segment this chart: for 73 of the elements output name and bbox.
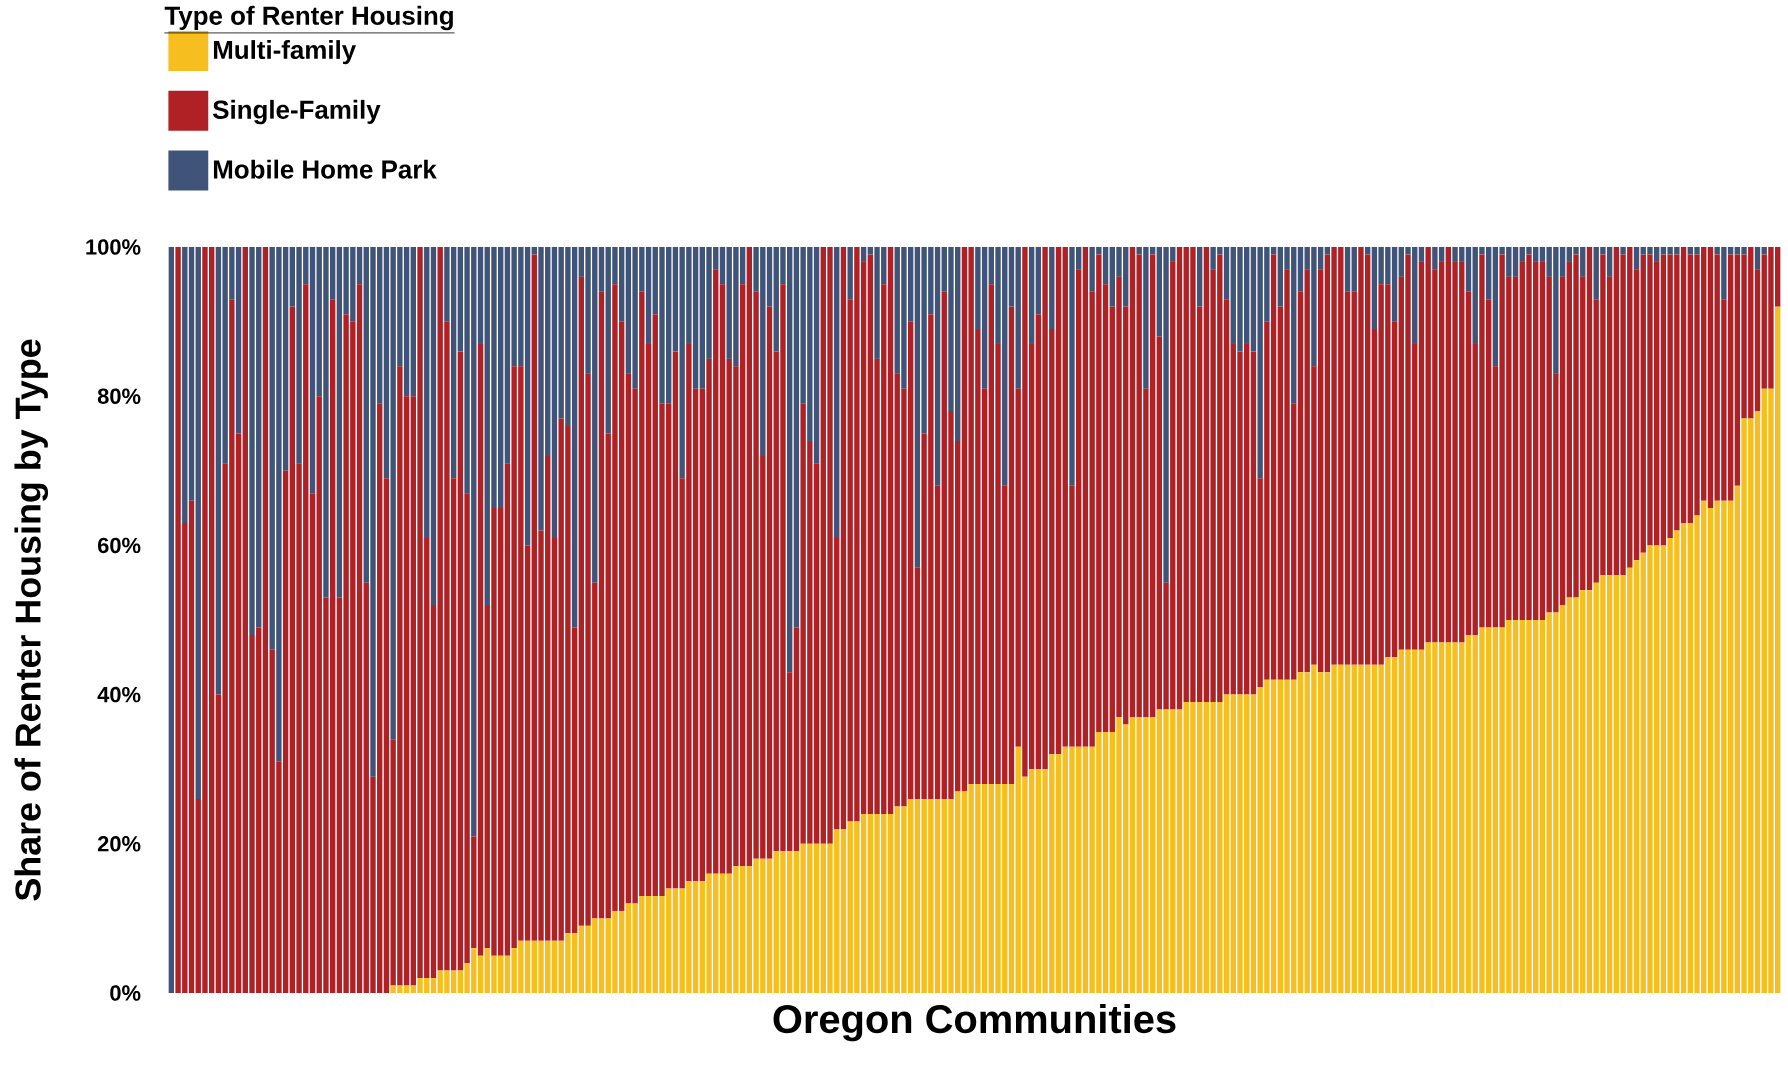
bar (1176, 246, 1183, 710)
y-tick-label: 40% (97, 686, 141, 703)
legend-label: Multi-family (213, 40, 357, 65)
bar (1196, 246, 1203, 307)
bar (766, 858, 773, 993)
bar (309, 493, 316, 993)
bar (1586, 246, 1593, 591)
bar (477, 246, 484, 344)
bar (1418, 246, 1425, 262)
bar (188, 500, 195, 993)
legend-title: Type of Renter Housing (164, 5, 453, 31)
bar (887, 246, 894, 814)
bar (860, 246, 867, 262)
bar (410, 246, 416, 397)
bar (1028, 246, 1035, 344)
y-tick-label: 0% (110, 985, 141, 1001)
bar (430, 978, 437, 993)
bar (1754, 269, 1761, 412)
bar (1297, 291, 1304, 673)
bar (309, 246, 316, 494)
bar (1465, 246, 1472, 292)
bar (719, 284, 726, 874)
bar (1633, 560, 1640, 993)
bar (1176, 709, 1183, 993)
bar (1297, 672, 1304, 993)
bar (1465, 291, 1472, 635)
bar (424, 246, 430, 538)
bar (1344, 291, 1351, 665)
bar (188, 246, 195, 501)
bar (766, 306, 773, 859)
bar (1620, 246, 1626, 255)
bar (1049, 246, 1055, 330)
bar (719, 246, 726, 285)
y-tick-label: 20% (97, 836, 141, 852)
bar (430, 246, 437, 606)
legend-label: Single-Family (212, 99, 381, 125)
bar (195, 246, 201, 800)
y-tick-label: 60% (97, 537, 141, 554)
bar (430, 605, 437, 979)
y-tick-label: 100% (86, 239, 141, 255)
bar (1344, 664, 1351, 993)
bar (598, 918, 605, 993)
bar (598, 246, 605, 292)
bar (1055, 754, 1062, 993)
bar (1008, 246, 1015, 307)
bar (1344, 246, 1351, 292)
bar (477, 343, 484, 956)
bar (1008, 306, 1015, 785)
bar (766, 246, 773, 307)
bar (1586, 590, 1593, 993)
bar (1633, 269, 1640, 561)
bar (1351, 246, 1357, 292)
bar (598, 291, 605, 919)
legend-label: Mobile Home Park (213, 159, 437, 179)
bar (1015, 246, 1021, 389)
bar (1754, 246, 1761, 270)
bar (1035, 246, 1042, 315)
y-axis-title: Share of Renter Housing by Type (14, 339, 49, 901)
bar (719, 873, 726, 993)
bar (1465, 634, 1472, 993)
bar (847, 246, 853, 300)
bar (1008, 784, 1015, 993)
bar (1633, 246, 1640, 270)
bar (182, 246, 188, 524)
bar (834, 246, 840, 538)
y-tick-label: 80% (97, 388, 141, 404)
bar (887, 813, 894, 993)
bar (168, 246, 175, 993)
x-axis-title: Oregon Communities (773, 1004, 1176, 1042)
bar (1297, 246, 1304, 292)
bar (477, 955, 484, 993)
bar (1055, 246, 1062, 755)
bar (1754, 411, 1761, 993)
